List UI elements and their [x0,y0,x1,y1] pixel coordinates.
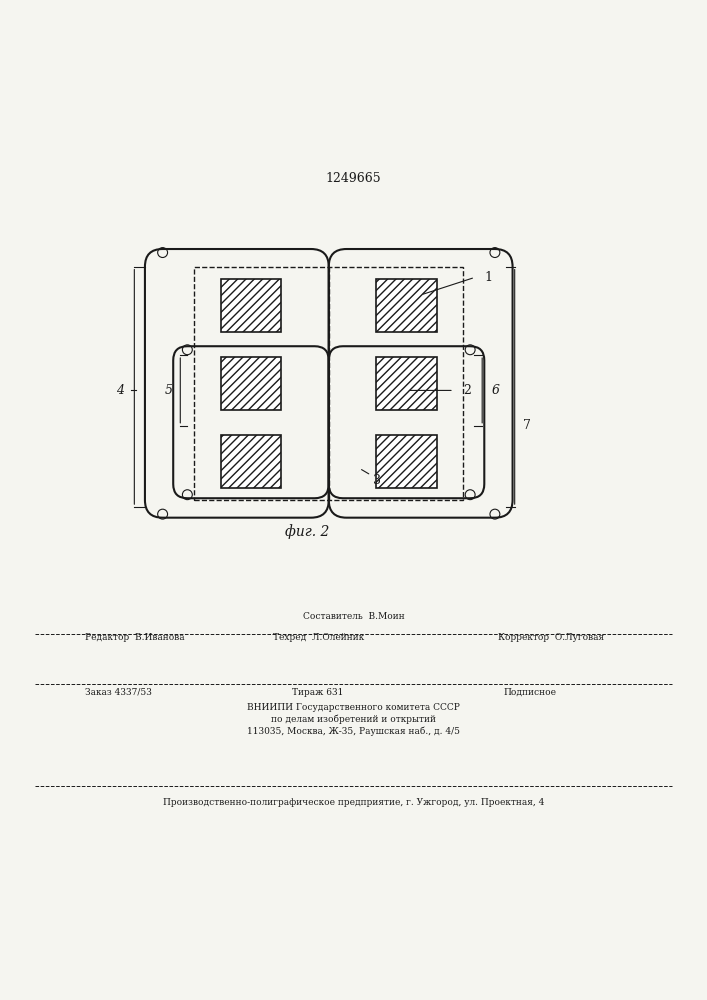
Bar [376,357,436,410]
Text: Заказ 4337/53: Заказ 4337/53 [85,688,152,697]
Text: 1249665: 1249665 [326,172,381,185]
Text: ВНИИПИ Государственного комитета СССР: ВНИИПИ Государственного комитета СССР [247,703,460,712]
Bar [376,435,436,488]
Text: 4: 4 [116,384,124,397]
Bar [221,435,281,488]
Bar [221,279,281,332]
Bar [221,357,281,410]
Text: 7: 7 [523,419,531,432]
Text: Составитель  В.Моин: Составитель В.Моин [303,612,404,621]
Text: 113035, Москва, Ж-35, Раушская наб., д. 4/5: 113035, Москва, Ж-35, Раушская наб., д. … [247,726,460,736]
Text: Техред  Л.Олейник: Техред Л.Олейник [272,633,364,642]
Text: 5: 5 [165,384,173,397]
Text: Редактор  В.Иванова: Редактор В.Иванова [85,633,185,642]
Text: 1: 1 [484,271,492,284]
Text: Подписное: Подписное [504,688,556,697]
Text: 6: 6 [491,384,499,397]
Text: Производственно-полиграфическое предприятие, г. Ужгород, ул. Проектная, 4: Производственно-полиграфическое предприя… [163,798,544,807]
Text: 3: 3 [373,474,381,487]
Text: Корректор  О.Луговая: Корректор О.Луговая [498,633,604,642]
Text: по делам изобретений и открытий: по делам изобретений и открытий [271,714,436,724]
Text: Тираж 631: Тираж 631 [293,688,344,697]
Bar [376,279,436,332]
Text: фиг. 2: фиг. 2 [286,524,329,539]
Text: 2: 2 [463,384,471,397]
Bar [194,267,463,500]
